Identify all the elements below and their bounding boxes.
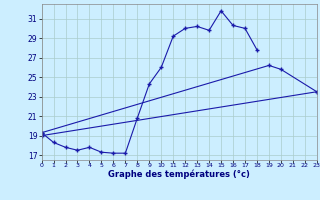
X-axis label: Graphe des températures (°c): Graphe des températures (°c): [108, 170, 250, 179]
